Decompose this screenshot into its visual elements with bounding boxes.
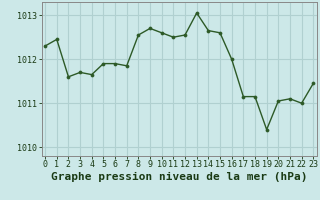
- X-axis label: Graphe pression niveau de la mer (hPa): Graphe pression niveau de la mer (hPa): [51, 172, 308, 182]
